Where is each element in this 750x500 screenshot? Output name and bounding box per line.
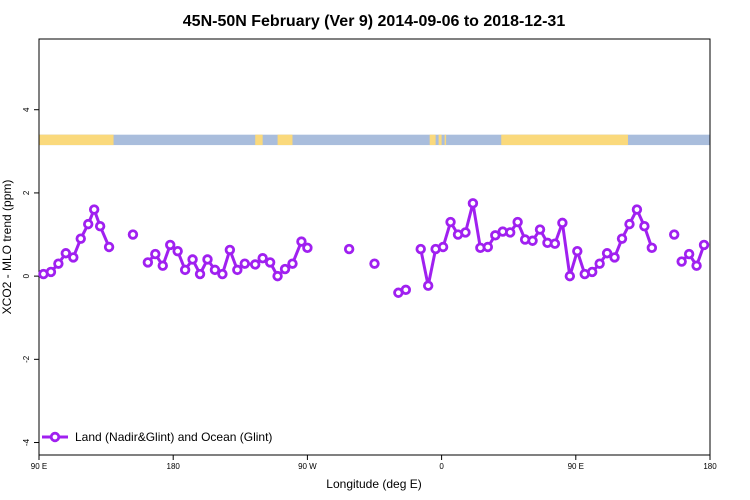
data-point bbox=[624, 218, 635, 230]
data-point bbox=[557, 217, 568, 229]
data-point bbox=[257, 253, 268, 264]
data-point bbox=[217, 268, 228, 280]
data-point bbox=[422, 280, 434, 291]
data-point bbox=[676, 256, 687, 267]
data-point bbox=[415, 243, 426, 255]
data-point bbox=[150, 248, 161, 260]
y-axis-label: XCO2 - MLO trend (ppm) bbox=[0, 180, 14, 315]
data-point bbox=[83, 218, 94, 230]
data-point bbox=[179, 264, 191, 276]
data-point bbox=[639, 220, 650, 232]
land-band bbox=[438, 134, 442, 146]
data-point bbox=[53, 258, 64, 269]
land-band bbox=[429, 134, 436, 146]
data-point bbox=[587, 266, 598, 278]
data-point bbox=[512, 216, 523, 228]
data-point bbox=[601, 248, 613, 259]
data-point bbox=[94, 220, 106, 232]
data-point bbox=[631, 204, 643, 215]
data-point bbox=[68, 252, 79, 263]
land-ocean-strip bbox=[39, 134, 710, 146]
data-point bbox=[527, 235, 538, 246]
series-layer bbox=[38, 198, 710, 298]
data-point bbox=[504, 227, 516, 238]
land-band bbox=[501, 134, 628, 146]
land-band bbox=[277, 134, 293, 146]
y-tick-label: -4 bbox=[22, 438, 31, 446]
x-axis-label: Longitude (deg E) bbox=[326, 477, 421, 491]
data-point bbox=[202, 254, 213, 265]
data-point bbox=[103, 241, 115, 253]
legend-marker bbox=[49, 431, 61, 443]
data-point bbox=[691, 260, 702, 271]
data-point bbox=[564, 270, 576, 282]
y-tick-label: 0 bbox=[22, 273, 31, 278]
data-point bbox=[369, 258, 380, 269]
data-point bbox=[669, 229, 680, 240]
data-point bbox=[646, 242, 658, 254]
data-point bbox=[127, 229, 139, 240]
data-point bbox=[194, 268, 206, 280]
data-point bbox=[224, 244, 236, 256]
data-point bbox=[264, 257, 276, 268]
data-point bbox=[187, 254, 198, 265]
data-point bbox=[572, 245, 583, 257]
x-tick-label: 90 E bbox=[568, 462, 584, 471]
axis-ticks: 90 E 180 90 W 0 90 E 180 -4 -2 0 2 4 bbox=[22, 107, 717, 471]
data-point bbox=[75, 233, 86, 244]
data-point bbox=[232, 264, 243, 276]
data-point bbox=[60, 248, 72, 259]
x-tick-label: 180 bbox=[167, 462, 181, 471]
land-band bbox=[444, 134, 447, 146]
data-point bbox=[209, 264, 221, 276]
x-tick-label: 180 bbox=[703, 462, 717, 471]
series-line bbox=[680, 244, 706, 268]
data-point bbox=[616, 233, 628, 244]
data-point bbox=[250, 259, 261, 270]
series-line bbox=[43, 208, 111, 276]
data-point bbox=[594, 258, 605, 269]
data-point bbox=[609, 252, 620, 263]
legend-label: Land (Nadir&Glint) and Ocean (Glint) bbox=[75, 430, 272, 444]
data-point bbox=[549, 238, 561, 249]
data-point bbox=[445, 216, 456, 228]
data-point bbox=[45, 266, 57, 278]
data-point bbox=[400, 284, 412, 296]
data-point bbox=[279, 263, 291, 275]
data-point bbox=[467, 198, 479, 209]
data-point bbox=[534, 224, 546, 235]
plot-frame bbox=[38, 38, 711, 456]
data-point bbox=[142, 257, 154, 268]
data-point bbox=[165, 239, 176, 251]
data-point bbox=[157, 260, 168, 271]
data-point bbox=[437, 241, 449, 253]
series-line bbox=[419, 201, 654, 288]
y-tick-label: 4 bbox=[22, 107, 31, 112]
data-point bbox=[88, 204, 100, 215]
chart-title: 45N-50N February (Ver 9) 2014-09-06 to 2… bbox=[183, 13, 566, 30]
x-tick-label: 90 W bbox=[298, 462, 317, 471]
x-tick-label: 0 bbox=[439, 462, 444, 471]
y-tick-label: -2 bbox=[22, 355, 31, 363]
land-band bbox=[255, 134, 263, 146]
data-point bbox=[683, 248, 695, 260]
data-point bbox=[460, 227, 471, 238]
ocean-band bbox=[39, 134, 710, 146]
data-point bbox=[343, 243, 355, 255]
data-point bbox=[239, 258, 250, 269]
data-point bbox=[287, 258, 298, 269]
data-point bbox=[482, 241, 494, 253]
data-point bbox=[698, 239, 710, 251]
data-point bbox=[296, 236, 307, 247]
data-point bbox=[490, 230, 501, 241]
x-tick-label: 90 E bbox=[31, 462, 47, 471]
data-point bbox=[172, 245, 183, 257]
data-point bbox=[302, 242, 313, 254]
y-tick-label: 2 bbox=[22, 190, 31, 195]
data-point bbox=[272, 270, 283, 282]
land-band bbox=[39, 134, 114, 146]
legend: Land (Nadir&Glint) and Ocean (Glint) bbox=[42, 430, 272, 444]
